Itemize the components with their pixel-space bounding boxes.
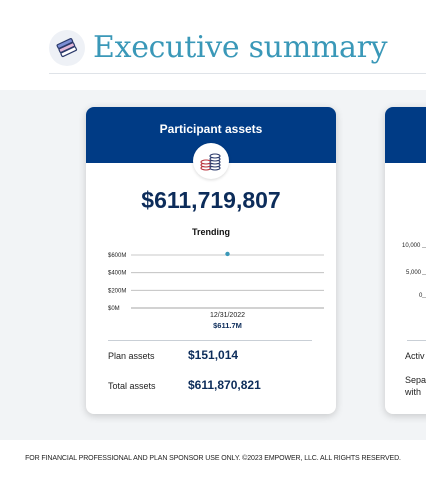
total-assets-value: $611,870,821 <box>188 378 261 392</box>
data-label: $611.7M <box>213 321 242 330</box>
y-tick-mark <box>422 247 426 248</box>
cards-band: Participant assets $611,719,807 Trending… <box>0 90 426 440</box>
header-divider <box>49 73 426 74</box>
secondary-card: 10,000 5,000 0 Activ Sepa with <box>385 107 426 414</box>
trending-chart: $600M $400M $200M $0M 12/31/2022 $611.7M <box>108 251 324 330</box>
row-label: Sepa <box>405 375 426 385</box>
participant-assets-card: Participant assets $611,719,807 Trending… <box>86 107 336 414</box>
coins-stack-icon <box>193 143 229 179</box>
x-tick-label: 12/31/2022 <box>210 312 245 319</box>
y-tick-label: 10,000 <box>402 243 421 249</box>
secondary-card-header <box>385 107 426 163</box>
row-label: Activ <box>405 351 425 361</box>
plan-assets-value: $151,014 <box>188 348 239 362</box>
row-label: with <box>405 387 422 397</box>
footer-disclaimer: FOR FINANCIAL PROFESSIONAL AND PLAN SPON… <box>25 455 401 462</box>
card-title: Participant assets <box>159 122 263 136</box>
y-tick-mark <box>422 297 426 298</box>
y-tick-label: 5,000 <box>406 270 422 276</box>
plan-assets-label: Plan assets <box>108 351 155 361</box>
y-tick-mark <box>422 274 426 275</box>
y-tick-label: $200M <box>108 288 126 294</box>
page-header: Executive summary <box>0 0 426 74</box>
trending-label: Trending <box>192 227 230 237</box>
y-tick-label: $0M <box>108 306 120 312</box>
participant-assets-total: $611,719,807 <box>141 187 281 213</box>
card-divider <box>108 340 312 341</box>
books-stack-icon <box>49 30 85 66</box>
total-assets-label: Total assets <box>108 381 156 391</box>
y-tick-label: $400M <box>108 271 126 277</box>
y-tick-label: 0 <box>419 293 423 299</box>
y-tick-label: $600M <box>108 253 126 259</box>
card-divider <box>407 340 426 341</box>
data-point <box>225 251 230 257</box>
page-title: Executive summary <box>93 30 388 65</box>
